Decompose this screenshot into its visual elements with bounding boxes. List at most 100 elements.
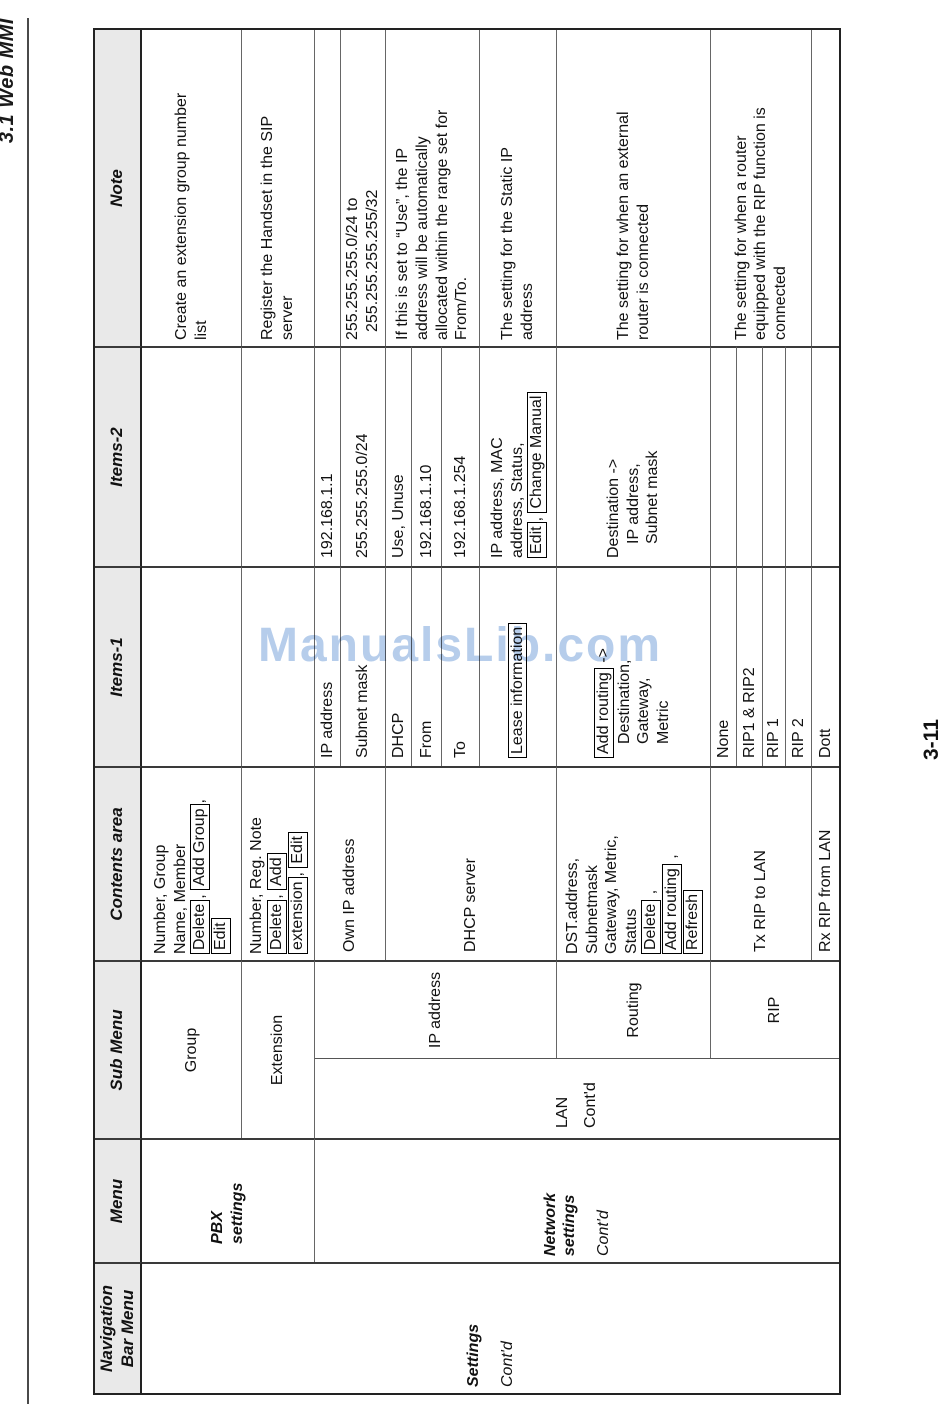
header-navigation-bar-menu: Navigation Bar Menu — [95, 1262, 142, 1393]
sub-lan-line: LAN — [554, 1096, 572, 1128]
empty-cell — [711, 346, 737, 566]
note-line: server — [279, 295, 296, 340]
box-change-manual: Change Manual — [527, 391, 547, 513]
contents-line: Refresh — [682, 889, 704, 954]
contents-line: Delete, Add — [266, 852, 288, 954]
header-line: Bar Menu — [117, 1289, 137, 1368]
box-delete: Delete — [190, 899, 211, 954]
empty-cell — [763, 346, 786, 566]
cell-contents-own-ip: Own IP address — [315, 766, 386, 960]
contents-line: Number, Reg. Note — [248, 817, 266, 954]
cell-note-dhcp: If this is set to “Use”, the IP address … — [386, 30, 480, 346]
header-contents-area: Contents area — [95, 766, 142, 960]
note-line: address — [519, 283, 536, 340]
cell-sub-lan: LAN Cont'd — [315, 1058, 839, 1138]
menu-network-line: Network — [541, 1192, 559, 1256]
menu-pbx-line: PBX — [209, 1211, 227, 1244]
cell-note-routing: The setting for when an external router … — [557, 30, 711, 346]
cell-contents-dhcp-server: DHCP server — [386, 766, 557, 960]
empty-cell — [142, 346, 242, 566]
note-line: The setting for when an external — [614, 111, 632, 340]
cell-contents-rx-rip: Rx RIP from LAN — [812, 766, 839, 960]
contents-line: extension, Edit — [287, 831, 309, 954]
contents-line: Subnetmask — [583, 865, 601, 954]
empty-cell — [812, 30, 839, 346]
empty-cell — [737, 346, 763, 566]
empty-cell — [142, 566, 242, 766]
separator: , — [191, 799, 209, 804]
cell-note-lease: The setting for the Static IP address — [480, 30, 557, 346]
items2-line: Edit, Change Manual — [527, 391, 548, 558]
cell-nav-settings: Settings Cont'd — [142, 1262, 839, 1393]
items2-line: Destination -> — [605, 458, 623, 558]
cell-items2-ip: 192.168.1.1 — [315, 346, 341, 566]
contents-line: Status — [622, 908, 640, 954]
nav-settings-label: Settings — [464, 1323, 482, 1387]
box-delete: Delete — [641, 899, 662, 954]
box-extension: extension — [287, 877, 308, 954]
note-line: address will be automatically — [413, 136, 431, 340]
cell-contents-group: Number, Group Name, Member Delete, Add G… — [142, 766, 242, 960]
settings-table: Navigation Bar Menu Menu Sub Menu Conten… — [93, 28, 841, 1395]
note-line: allocated within the range set for — [433, 109, 451, 340]
contents-line: Add routing , — [662, 854, 683, 954]
cell-items2-dhcp: Use, Unuse — [386, 346, 412, 566]
separator: , — [191, 889, 209, 899]
cell-sub-group: Group — [142, 960, 242, 1138]
note-line: 255.255.255.0/24 to — [344, 197, 362, 340]
items2-line: Subnet mask — [644, 450, 662, 544]
empty-cell — [812, 346, 839, 566]
cell-sub-extension: Extension — [242, 960, 315, 1138]
header-line: Navigation — [96, 1285, 116, 1372]
header-items-2: Items-2 — [95, 346, 142, 566]
cell-note-subnet: 255.255.255.0/24 to 255.255.255.255/32 — [341, 30, 386, 346]
note-line: equipped with the RIP function is — [752, 107, 770, 340]
box-add: Add — [266, 853, 287, 890]
empty-cell — [315, 30, 341, 346]
header-note: Note — [95, 30, 142, 346]
items2-line: address, Status, — [508, 442, 526, 558]
separator: , — [642, 889, 660, 899]
cell-items2-to: 192.168.1.254 — [442, 346, 480, 566]
note-line: The setting for the Static IP — [499, 147, 517, 340]
cell-contents-routing: DST.address, Subnetmask Gateway, Metric,… — [557, 766, 711, 960]
cell-items1-rip1and2: RIP1 & RIP2 — [737, 566, 763, 766]
cell-sub-routing: Routing — [557, 960, 711, 1058]
box-add-group: Add Group — [190, 804, 211, 890]
menu-network-contd: Cont'd — [594, 1210, 612, 1256]
header-sub-menu: Sub Menu — [95, 960, 142, 1138]
menu-pbx-line: settings — [229, 1182, 246, 1244]
cell-items1-rip2: RIP 2 — [786, 566, 812, 766]
separator: , — [528, 512, 546, 522]
doc-header: 3.1 Web MMI — [0, 18, 18, 144]
cell-note-extension: Register the Handset in the SIP server — [242, 30, 315, 346]
cell-note-group: Create an extension group number list — [142, 30, 242, 346]
cell-items2-routing: Destination -> IP address, Subnet mask — [557, 346, 711, 566]
cell-items1-dott: Dott — [812, 566, 839, 766]
cell-note-rip: The setting for when a router equipped w… — [711, 30, 812, 346]
cell-sub-ip-address: IP address — [315, 960, 557, 1058]
note-line: Register the Handset in the SIP — [259, 115, 277, 340]
box-edit: Edit — [211, 918, 231, 954]
contents-line: Delete, Add Group, — [190, 799, 211, 954]
note-line: Create an extension group number — [172, 92, 190, 340]
nav-contd-label: Cont'd — [498, 1341, 516, 1387]
cell-items2-from: 192.168.1.10 — [412, 346, 442, 566]
empty-cell — [786, 346, 812, 566]
cell-contents-tx-rip: Tx RIP to LAN — [711, 766, 812, 960]
note-line: connected — [771, 266, 789, 340]
items2-line: IP address, MAC — [489, 437, 507, 558]
header-rule — [27, 18, 29, 1404]
note-line: 255.255.255.255/32 — [364, 189, 381, 332]
header-menu: Menu — [95, 1138, 142, 1262]
note-line: If this is set to “Use”, the IP — [394, 147, 412, 340]
contents-line: Number, Group — [152, 844, 170, 954]
box-edit: Edit — [287, 832, 308, 868]
cell-items1-rip1: RIP 1 — [763, 566, 786, 766]
cell-sub-rip: RIP — [711, 960, 839, 1058]
cell-items1-none: None — [711, 566, 737, 766]
cell-items2-subnet: 255.255.255.0/24 — [341, 346, 386, 566]
cell-contents-extension: Number, Reg. Note Delete, Add extension,… — [242, 766, 315, 960]
items1-line: Metric — [654, 700, 672, 744]
cell-menu-pbx-settings: PBX settings — [142, 1138, 315, 1262]
